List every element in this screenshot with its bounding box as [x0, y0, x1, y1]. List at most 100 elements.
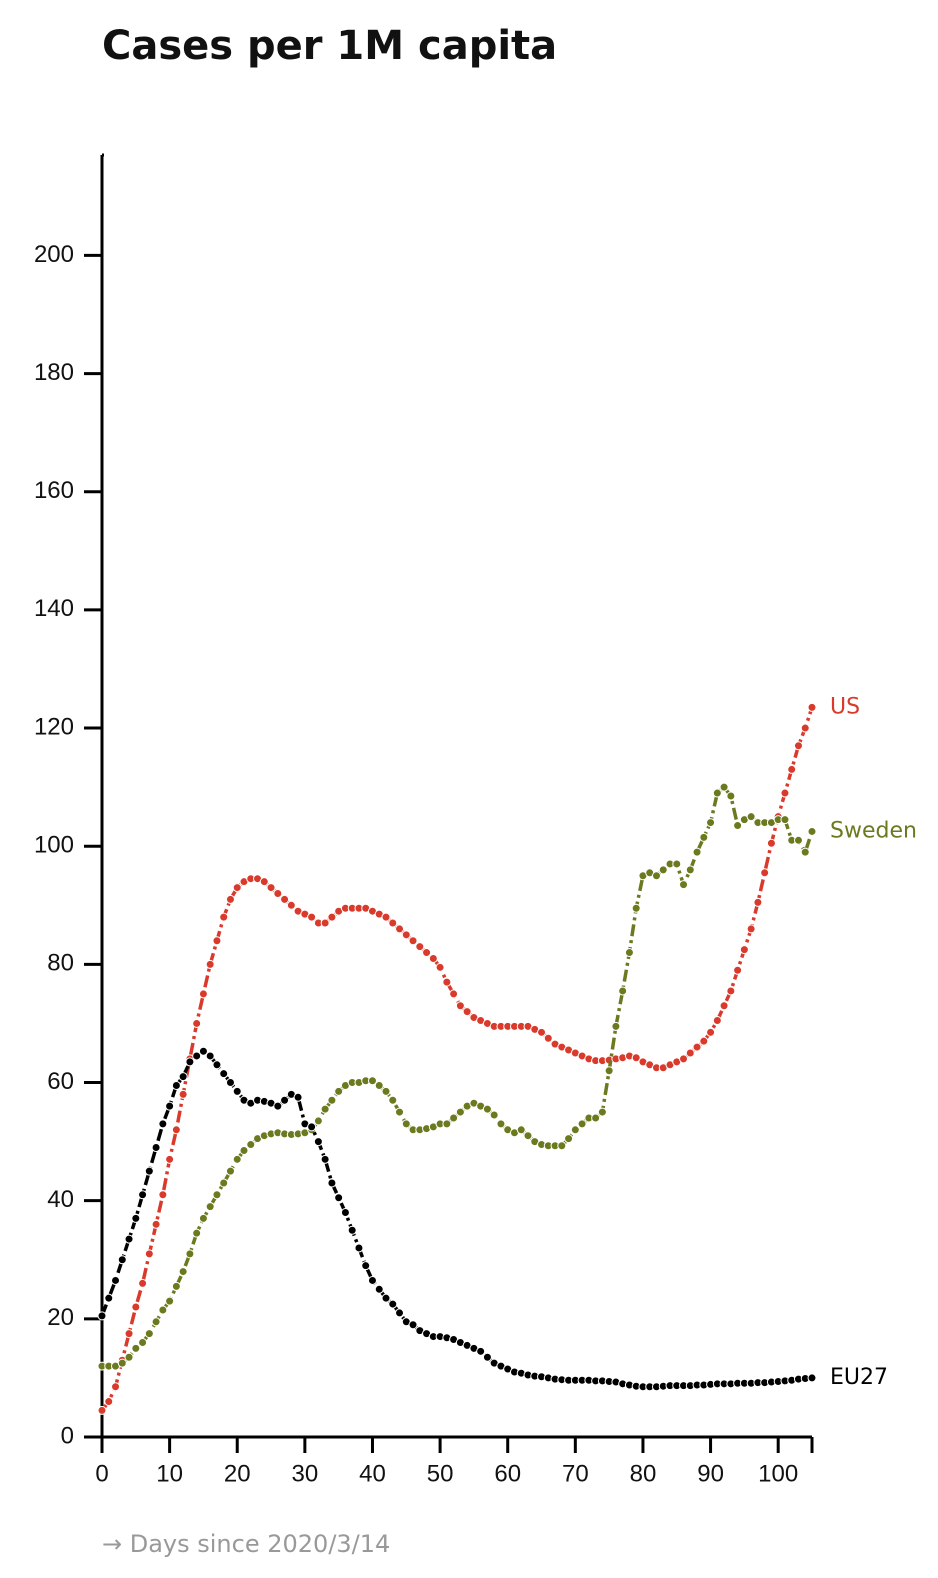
- data-point: [388, 1095, 398, 1105]
- data-point: [726, 986, 736, 996]
- data-point: [273, 888, 283, 898]
- data-point: [144, 1249, 154, 1259]
- data-point: [760, 868, 770, 878]
- data-point: [158, 1305, 168, 1315]
- data-point: [699, 832, 709, 842]
- data-point: [192, 1051, 202, 1061]
- data-point: [455, 1001, 465, 1011]
- data-point: [489, 1110, 499, 1120]
- data-point: [408, 936, 418, 946]
- data-point: [313, 1137, 323, 1147]
- data-point: [442, 1119, 452, 1129]
- data-point: [158, 1119, 168, 1129]
- data-point: [766, 838, 776, 848]
- data-point: [307, 1122, 317, 1132]
- data-point: [719, 782, 729, 792]
- data-point: [793, 741, 803, 751]
- data-point: [131, 1343, 141, 1353]
- series-label: US: [830, 694, 860, 719]
- data-point: [280, 894, 290, 904]
- data-point: [787, 764, 797, 774]
- data-point: [692, 847, 702, 857]
- data-point: [334, 1193, 344, 1203]
- data-point: [557, 1141, 567, 1151]
- x-tick-label: 50: [427, 1460, 454, 1487]
- data-point: [449, 989, 459, 999]
- data-point: [591, 1113, 601, 1123]
- data-point: [178, 1072, 188, 1082]
- data-point: [117, 1255, 127, 1265]
- data-point: [205, 1202, 215, 1212]
- data-point: [286, 900, 296, 910]
- data-point: [449, 1113, 459, 1123]
- data-point: [111, 1275, 121, 1285]
- data-point: [597, 1107, 607, 1117]
- y-tick-label: 20: [47, 1304, 74, 1331]
- data-point: [361, 1261, 371, 1271]
- y-tick-label: 180: [34, 359, 74, 386]
- data-point: [198, 989, 208, 999]
- data-point: [307, 912, 317, 922]
- data-point: [523, 1131, 533, 1141]
- data-point: [739, 945, 749, 955]
- data-point: [422, 948, 432, 958]
- data-point: [685, 1048, 695, 1058]
- data-point: [219, 912, 229, 922]
- data-point: [381, 912, 391, 922]
- data-point: [476, 1346, 486, 1356]
- data-point: [577, 1119, 587, 1129]
- data-point: [699, 1036, 709, 1046]
- data-point: [564, 1134, 574, 1144]
- x-tick-label: 10: [156, 1460, 183, 1487]
- data-point: [131, 1213, 141, 1223]
- data-point: [144, 1166, 154, 1176]
- data-point: [178, 1267, 188, 1277]
- y-tick-label: 140: [34, 595, 74, 622]
- data-point: [171, 1281, 181, 1291]
- data-point: [138, 1190, 148, 1200]
- x-tick-label: 80: [630, 1460, 657, 1487]
- y-tick-label: 160: [34, 477, 74, 504]
- data-point: [165, 1296, 175, 1306]
- data-point: [151, 1219, 161, 1229]
- y-tick-label: 100: [34, 832, 74, 859]
- data-point: [733, 821, 743, 831]
- data-point: [367, 1076, 377, 1086]
- data-point: [746, 924, 756, 934]
- y-tick-label: 40: [47, 1186, 74, 1213]
- data-point: [165, 1154, 175, 1164]
- data-point: [746, 812, 756, 822]
- data-point: [354, 1243, 364, 1253]
- data-point: [185, 1057, 195, 1067]
- data-point: [171, 1080, 181, 1090]
- x-tick-label: 0: [95, 1460, 108, 1487]
- data-point: [807, 702, 817, 712]
- data-point: [205, 1051, 215, 1061]
- data-point: [780, 788, 790, 798]
- data-point: [212, 1190, 222, 1200]
- data-point: [266, 883, 276, 893]
- data-point: [212, 936, 222, 946]
- data-point: [151, 1317, 161, 1327]
- data-point: [320, 918, 330, 928]
- x-tick-label: 20: [224, 1460, 251, 1487]
- data-point: [415, 942, 425, 952]
- y-tick-label: 60: [47, 1068, 74, 1095]
- data-point: [726, 791, 736, 801]
- data-point: [455, 1107, 465, 1117]
- data-point: [679, 1054, 689, 1064]
- x-tick-label: 70: [562, 1460, 589, 1487]
- data-point: [97, 1405, 107, 1415]
- data-point: [327, 912, 337, 922]
- data-point: [293, 1092, 303, 1102]
- data-point: [395, 1107, 405, 1117]
- data-point: [706, 818, 716, 828]
- data-point: [428, 953, 438, 963]
- data-point: [347, 1225, 357, 1235]
- data-point: [395, 1308, 405, 1318]
- data-point: [111, 1382, 121, 1392]
- data-point: [401, 1119, 411, 1129]
- data-point: [165, 1101, 175, 1111]
